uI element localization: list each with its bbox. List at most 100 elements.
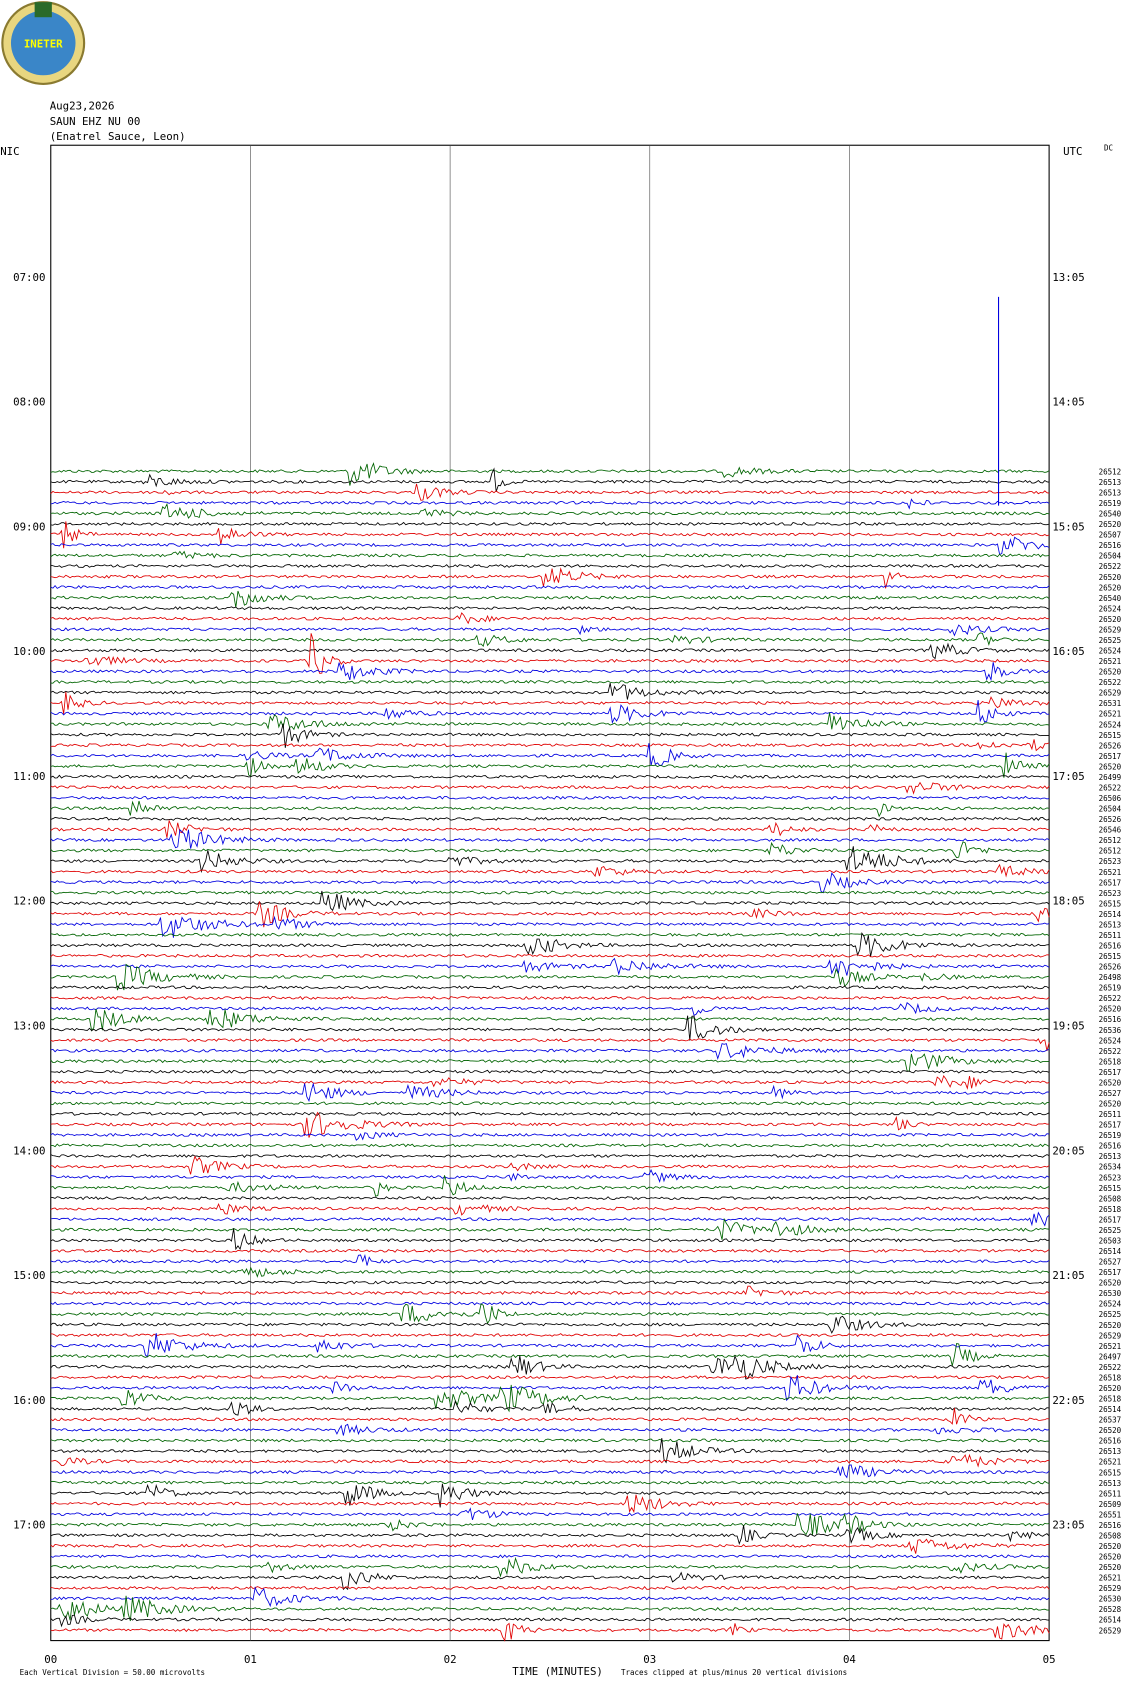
trace-label: 26517 <box>1099 1215 1122 1224</box>
trace <box>50 584 1050 590</box>
trace <box>50 1343 1050 1366</box>
trace <box>50 662 1050 682</box>
logo-flag <box>34 2 52 18</box>
trace <box>50 1082 1050 1102</box>
trace <box>50 550 1050 560</box>
trace <box>50 841 1050 859</box>
trace-label: 26546 <box>1099 826 1122 835</box>
trace <box>50 739 1050 752</box>
x-tick-label: 04 <box>843 1653 856 1666</box>
trace <box>50 1384 1050 1413</box>
trace-label: 26521 <box>1099 710 1122 719</box>
trace-label: 26504 <box>1099 805 1122 814</box>
trace <box>50 1407 1050 1425</box>
trace <box>50 1228 1050 1251</box>
trace-label: 26517 <box>1099 752 1122 761</box>
trace-label: 26522 <box>1099 678 1122 687</box>
trace <box>50 1101 1050 1106</box>
trace <box>50 612 1050 625</box>
trace-label: 26518 <box>1099 1057 1122 1066</box>
trace <box>50 819 1050 838</box>
x-tick-label: 05 <box>1043 1653 1056 1666</box>
trace <box>50 462 1050 486</box>
x-title: TIME (MINUTES) <box>512 1665 603 1678</box>
trace <box>50 1480 1050 1485</box>
trace-label: 26517 <box>1099 1268 1122 1277</box>
trace-label: 26526 <box>1099 815 1122 824</box>
trace-label: 26520 <box>1099 1005 1122 1014</box>
x-tick-label: 00 <box>44 1653 57 1666</box>
trace <box>50 1303 1050 1325</box>
right-time: 21:05 <box>1052 1269 1084 1282</box>
left-time: 08:00 <box>13 396 45 409</box>
right-time: 20:05 <box>1052 1144 1084 1157</box>
trace <box>50 642 1050 660</box>
trace <box>50 1254 1050 1266</box>
trace <box>50 1375 1050 1402</box>
trace-label: 26531 <box>1099 699 1122 708</box>
trace-label: 26540 <box>1099 594 1122 603</box>
trace-label: 26520 <box>1099 1426 1122 1435</box>
right-time: 15:05 <box>1052 520 1084 533</box>
trace <box>50 932 1050 937</box>
trace-label: 26524 <box>1099 1300 1122 1309</box>
trace <box>50 1453 1050 1468</box>
trace-label: 26526 <box>1099 963 1122 972</box>
left-time: 07:00 <box>13 271 45 284</box>
trace <box>50 1483 1050 1508</box>
trace-label: 26520 <box>1099 1563 1122 1572</box>
trace <box>50 781 1050 795</box>
trace-label: 26520 <box>1099 1384 1122 1393</box>
left-time: 13:00 <box>13 1020 45 1033</box>
trace-label: 26536 <box>1099 1026 1122 1035</box>
trace-label: 26520 <box>1099 583 1122 592</box>
trace <box>50 915 1050 938</box>
trace <box>50 1043 1050 1060</box>
trace <box>50 1069 1050 1074</box>
trace <box>50 483 1050 501</box>
trace-label: 26517 <box>1099 1121 1122 1130</box>
trace-label: 26519 <box>1099 1131 1122 1140</box>
trace <box>50 985 1050 990</box>
trace-label: 26521 <box>1099 1574 1122 1583</box>
trace <box>50 1586 1050 1608</box>
trace-label: 26520 <box>1099 615 1122 624</box>
left-time: 12:00 <box>13 895 45 908</box>
trace <box>50 1614 1050 1628</box>
logo: INETER <box>1 1 86 85</box>
x-tick-label: 01 <box>244 1653 257 1666</box>
logo-globe <box>10 10 76 76</box>
trace-label: 26540 <box>1099 510 1122 519</box>
date: Aug23,2026 <box>50 100 115 113</box>
trace-label: 26522 <box>1099 783 1122 792</box>
trace-label: 26516 <box>1099 1015 1122 1024</box>
trace-label: 26513 <box>1099 920 1122 929</box>
trace <box>50 1556 1050 1578</box>
left-time: 16:00 <box>13 1394 45 1407</box>
trace-label: 26520 <box>1099 1279 1122 1288</box>
trace <box>50 1315 1050 1334</box>
trace-label: 26528 <box>1099 1605 1122 1614</box>
trace-label: 26513 <box>1099 488 1122 497</box>
trace <box>50 1038 1050 1051</box>
trace-label: 26520 <box>1099 1100 1122 1109</box>
trace-label: 26520 <box>1099 1078 1122 1087</box>
trace-label: 26525 <box>1099 1310 1122 1319</box>
trace-label: 26516 <box>1099 1142 1122 1151</box>
trace <box>50 890 1050 895</box>
trace-label: 26518 <box>1099 1373 1122 1382</box>
x-tick-label: 03 <box>643 1653 656 1666</box>
trace <box>50 1464 1050 1479</box>
trace <box>50 995 1050 1000</box>
left-time: 15:00 <box>13 1269 45 1282</box>
trace-label: 26522 <box>1099 994 1122 1003</box>
trace <box>50 1168 1050 1183</box>
trace <box>50 1595 1050 1622</box>
trace-label: 26525 <box>1099 636 1122 645</box>
trace <box>50 953 1050 958</box>
trace-label: 26511 <box>1099 1489 1122 1498</box>
trace-label: 26512 <box>1099 467 1122 476</box>
trace-label: 26520 <box>1099 1321 1122 1330</box>
trace <box>50 1248 1050 1253</box>
tz-right: UTC <box>1063 145 1082 158</box>
